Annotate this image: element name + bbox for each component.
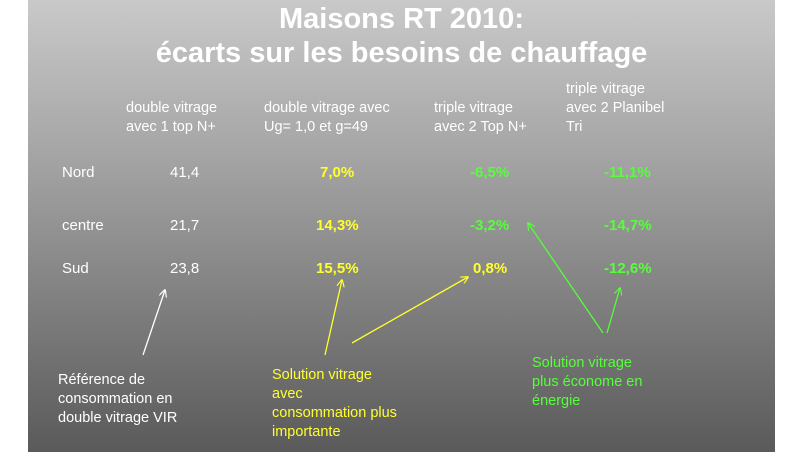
table-cell: 21,7 (170, 217, 200, 234)
table-cell: 14,3% (316, 217, 359, 234)
arrow-reference (142, 290, 165, 356)
table-cell: -3,2% (470, 217, 510, 234)
column-header-triple-vitrage-planibel: triple vitrage avec 2 Planibel Tri (566, 81, 665, 135)
note-economic: Solution vitrage plus économe en énergie (532, 355, 643, 409)
slide-title-line2: écarts sur les besoins de chauffage (155, 37, 648, 69)
column-header-double-vitrage-ug: double vitrage avec Ug= 1,0 et g=49 (264, 100, 390, 135)
table-cell: -14,7% (604, 217, 652, 234)
table-cell: -11,1% (604, 164, 651, 181)
row-label-nord: Nord (62, 164, 95, 181)
note-higher-consumption: Solution vitrage avec consommation plus … (272, 367, 397, 440)
row-label-centre: centre (62, 217, 104, 234)
table-cell: -6,5% (470, 164, 510, 181)
arrow-economic-right (606, 288, 620, 334)
table-cell: 7,0% (320, 164, 355, 181)
table-cell: 15,5% (316, 260, 359, 277)
arrow-higher-left (324, 280, 342, 356)
column-header-triple-vitrage-top: triple vitrage avec 2 Top N+ (434, 100, 527, 135)
table-cell: 0,8% (473, 260, 508, 277)
table-cell: -12,6% (604, 260, 652, 277)
note-reference: Référence de consommation en double vitr… (58, 372, 178, 426)
table-cell: 41,4 (170, 164, 200, 181)
slide (28, 0, 775, 452)
table-cell: 23,8 (170, 260, 200, 277)
row-label-sud: Sud (62, 260, 89, 277)
arrow-higher-right (351, 277, 468, 344)
slide-title-line1: Maisons RT 2010: (279, 3, 524, 35)
arrow-economic-left (528, 223, 604, 334)
column-header-double-vitrage: double vitrage avec 1 top N+ (126, 100, 218, 135)
